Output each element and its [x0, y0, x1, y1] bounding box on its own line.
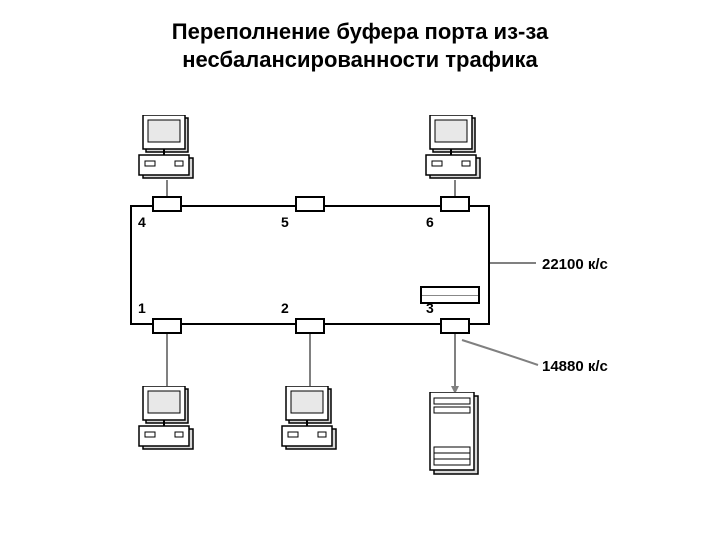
switch-port-4 — [152, 196, 182, 212]
title-line-1: Переполнение буфера порта из-за — [172, 19, 548, 44]
port-label-4: 4 — [138, 214, 146, 230]
port-buffer — [420, 286, 480, 304]
port-label-5: 5 — [281, 214, 289, 230]
switch-port-3 — [440, 318, 470, 334]
port-label-2: 2 — [281, 300, 289, 316]
title-line-2: несбалансированности трафика — [182, 47, 537, 72]
workstation-2 — [137, 386, 197, 456]
switch-chassis — [130, 205, 490, 325]
server-rack — [428, 392, 482, 477]
switch-port-6 — [440, 196, 470, 212]
switch-port-2 — [295, 318, 325, 334]
switch-port-1 — [152, 318, 182, 334]
diagram-title: Переполнение буфера порта из-за несбалан… — [0, 18, 720, 73]
workstation-3 — [280, 386, 340, 456]
port-label-1: 1 — [138, 300, 146, 316]
workstation-1 — [424, 115, 484, 185]
rate-annotation-1: 14880 к/с — [542, 358, 608, 375]
switch-port-5 — [295, 196, 325, 212]
workstation-0 — [137, 115, 197, 185]
rate-annotation-0: 22100 к/с — [542, 256, 608, 273]
port-label-6: 6 — [426, 214, 434, 230]
